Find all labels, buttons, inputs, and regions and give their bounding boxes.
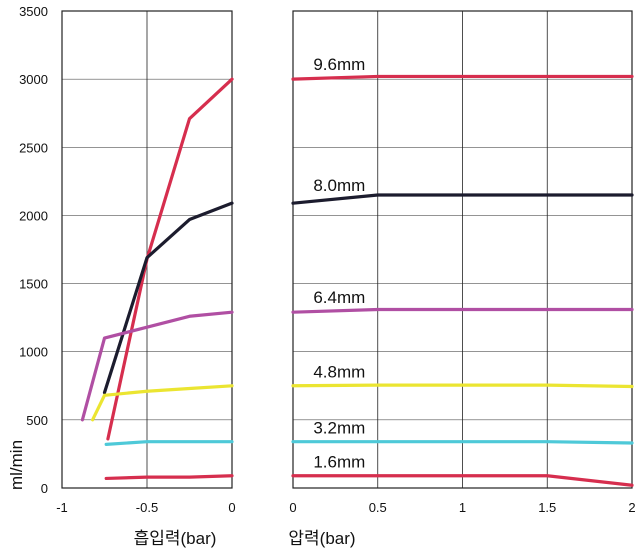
y-tick-label: 3000 [19,72,48,87]
series-label-4_8mm: 4.8mm [313,362,365,381]
y-tick-label: 2000 [19,208,48,223]
x-axis-title-left: 흡입력(bar) [134,529,217,548]
left-series-line-3 [90,384,234,422]
right-series-line-1_6mm [291,474,634,487]
x-axis-title-right: 압력(bar) [288,529,355,548]
series-label-3_2mm: 3.2mm [313,419,365,438]
right-x-tick-label: 1.5 [538,500,556,515]
left-x-tick-label: -0.5 [136,500,158,515]
series-label-1_6mm: 1.6mm [313,453,365,472]
right-series-line-9_6mm [291,74,634,81]
y-tick-label: 1000 [19,345,48,360]
right-plot-frame [292,10,633,489]
right-x-tick-label: 0.5 [369,500,387,515]
right-x-tick-label: 0 [289,500,296,515]
right-series-line-4_8mm [291,383,634,389]
left-series-line-4 [104,440,234,446]
y-tick-label: 1500 [19,277,48,292]
y-tick-label: 3500 [19,4,48,19]
series-label-9_6mm: 9.6mm [313,55,365,74]
y-tick-label: 500 [26,413,48,428]
left-x-tick-label: -1 [56,500,68,515]
series-label-6_4mm: 6.4mm [313,288,365,307]
right-x-tick-label: 1 [459,500,466,515]
left-series-line-5 [104,474,234,481]
left-panel-suction: -1 -0.5 0 0 500 1000 1500 2000 2500 3000 3500 [19,4,236,515]
right-series-line-3_2mm [291,440,634,445]
left-x-tick-label: 0 [228,500,235,515]
y-tick-label: 0 [41,481,48,496]
left-series-line-2 [80,310,234,422]
right-series-line-6_4mm [291,307,634,314]
right-panel-pressure: 0 0.5 1 1.5 2 9.6mm 8.0mm 6.4mm 4.8mm 3.2mm 1.6mm [289,10,636,515]
left-series-line-0 [106,77,234,441]
left-plot-frame [61,10,233,489]
right-x-tick-label: 2 [628,500,635,515]
right-series-line-8_0mm [291,193,634,205]
y-tick-label: 2500 [19,140,48,155]
series-label-8_0mm: 8.0mm [313,176,365,195]
y-axis-title: ml/min [7,440,26,490]
left-series-line-1 [102,201,234,395]
